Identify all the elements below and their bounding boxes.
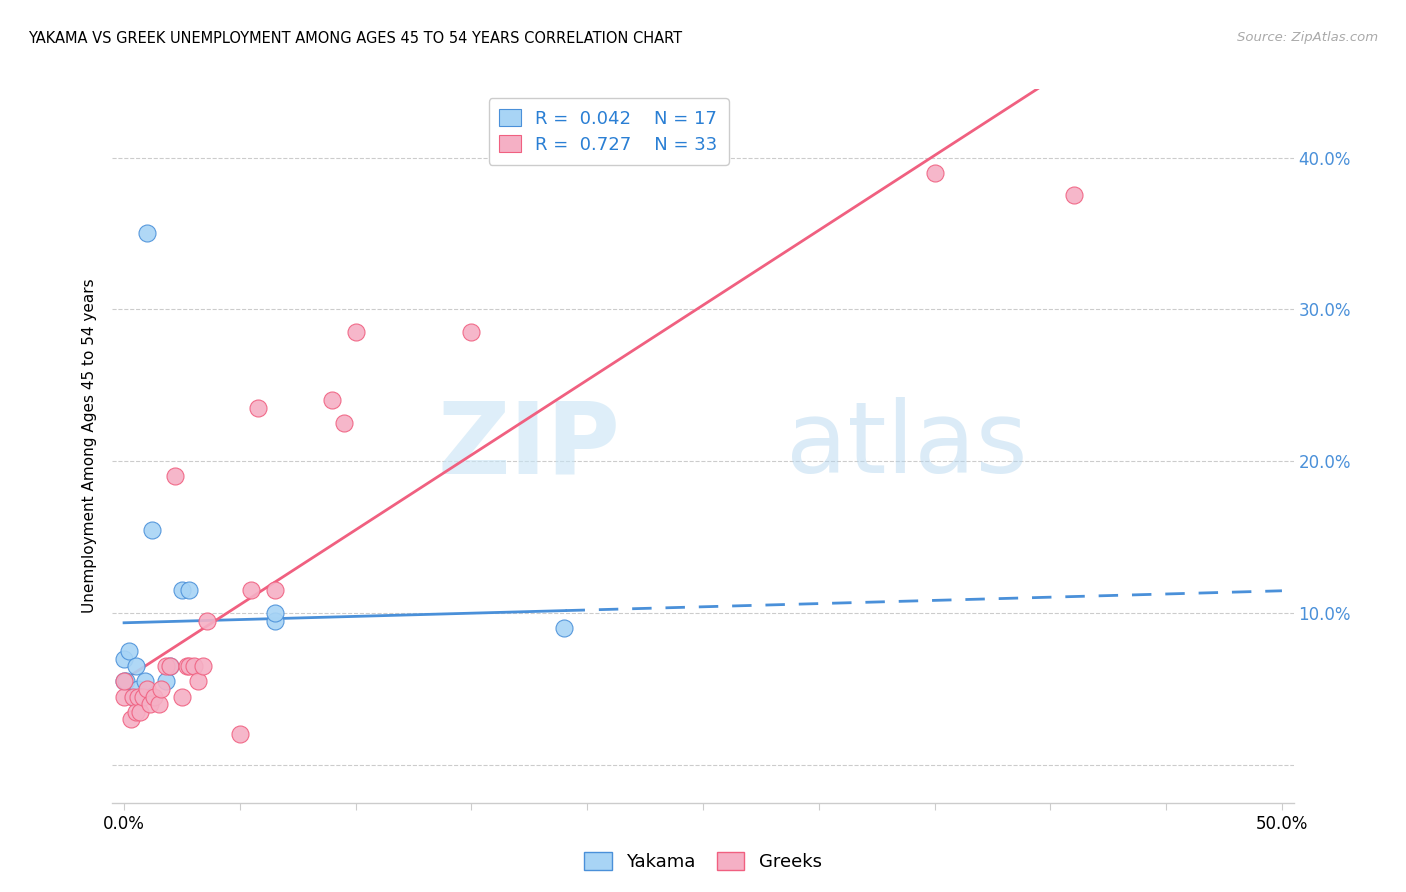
Point: [183, 659, 205, 673]
Text: ZIP: ZIP: [437, 398, 620, 494]
Legend: R =  0.042    N = 17, R =  0.727    N = 33: R = 0.042 N = 17, R = 0.727 N = 33: [488, 98, 728, 165]
Point: [333, 416, 356, 430]
Point: [170, 690, 193, 704]
Point: [122, 690, 145, 704]
Point: [112, 674, 135, 689]
Point: [176, 659, 198, 673]
Point: [118, 644, 141, 658]
Point: [240, 583, 263, 598]
Point: [136, 227, 159, 241]
Point: [120, 712, 142, 726]
Point: [122, 690, 145, 704]
Point: [924, 166, 946, 180]
Y-axis label: Unemployment Among Ages 45 to 54 years: Unemployment Among Ages 45 to 54 years: [82, 278, 97, 614]
Point: [247, 401, 270, 415]
Point: [177, 583, 200, 598]
Point: [263, 606, 285, 620]
Point: [163, 469, 186, 483]
Point: [263, 583, 285, 598]
Point: [177, 659, 200, 673]
Point: [229, 727, 252, 741]
Point: [127, 690, 149, 704]
Point: [141, 523, 163, 537]
Legend: Yakama, Greeks: Yakama, Greeks: [578, 846, 828, 879]
Point: [127, 681, 149, 696]
Point: [263, 614, 285, 628]
Point: [1063, 188, 1085, 202]
Point: [155, 674, 177, 689]
Point: [148, 697, 170, 711]
Point: [460, 325, 482, 339]
Point: [112, 690, 135, 704]
Point: [124, 705, 146, 719]
Point: [553, 621, 575, 635]
Point: [321, 393, 343, 408]
Text: Source: ZipAtlas.com: Source: ZipAtlas.com: [1237, 31, 1378, 45]
Point: [143, 690, 166, 704]
Point: [138, 697, 160, 711]
Point: [129, 705, 152, 719]
Point: [115, 674, 138, 689]
Point: [112, 674, 135, 689]
Point: [131, 690, 153, 704]
Point: [134, 674, 156, 689]
Point: [112, 651, 135, 665]
Point: [159, 659, 181, 673]
Text: atlas: atlas: [786, 398, 1028, 494]
Point: [187, 674, 209, 689]
Point: [124, 659, 146, 673]
Point: [155, 659, 177, 673]
Point: [197, 614, 219, 628]
Point: [344, 325, 367, 339]
Text: YAKAMA VS GREEK UNEMPLOYMENT AMONG AGES 45 TO 54 YEARS CORRELATION CHART: YAKAMA VS GREEK UNEMPLOYMENT AMONG AGES …: [28, 31, 682, 46]
Point: [170, 583, 193, 598]
Point: [159, 659, 181, 673]
Point: [150, 681, 173, 696]
Point: [136, 681, 159, 696]
Point: [191, 659, 214, 673]
